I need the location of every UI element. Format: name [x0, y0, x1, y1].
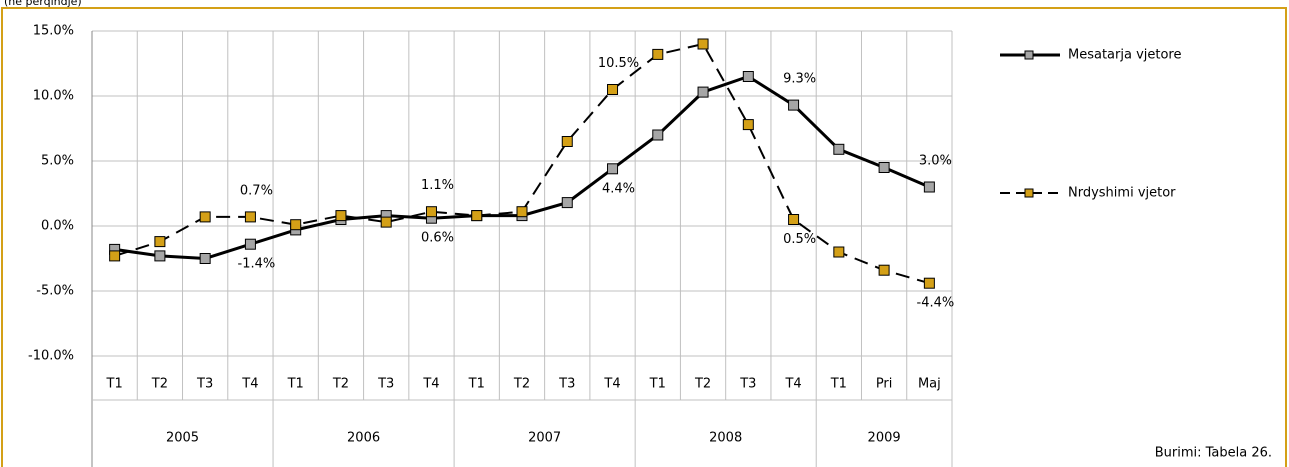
x-tick-label: T1: [649, 377, 666, 392]
data-point: [244, 238, 256, 250]
x-tick-label: T3: [739, 377, 756, 392]
x-tick-label: T1: [468, 377, 485, 392]
data-point: [788, 99, 800, 111]
group-label: 2005: [166, 431, 199, 446]
x-tick-label: T3: [196, 377, 213, 392]
x-tick-label: T2: [694, 377, 711, 392]
x-tick-label: T4: [784, 377, 801, 392]
data-point: [244, 211, 256, 223]
y-tick-label: -10.0%: [28, 349, 74, 364]
data-point: [878, 264, 890, 276]
x-tick-label: T2: [332, 377, 349, 392]
data-label: 10.5%: [598, 56, 639, 71]
x-tick-label: T2: [513, 377, 530, 392]
x-tick-label: T2: [151, 377, 168, 392]
data-point: [335, 210, 347, 222]
legend-marker: [1024, 50, 1034, 60]
data-point: [607, 163, 619, 175]
data-point: [561, 136, 573, 147]
x-tick-label: T4: [603, 377, 620, 392]
data-point: [652, 129, 664, 141]
data-point: [154, 250, 166, 262]
x-tick-label: Maj: [918, 377, 941, 392]
source-note: Burimi: Tabela 26.: [1155, 446, 1272, 461]
y-tick-label: 0.0%: [41, 219, 74, 234]
data-point: [652, 48, 664, 60]
x-tick-label: T1: [287, 377, 304, 392]
data-point: [788, 214, 800, 225]
data-label: 3.0%: [919, 154, 952, 169]
x-tick-label: Pri: [876, 377, 893, 392]
data-point: [923, 277, 935, 289]
legend-label: Mesatarja vjetore: [1068, 48, 1181, 63]
x-tick-label: T3: [558, 377, 575, 392]
data-point: [425, 206, 437, 218]
data-point: [380, 216, 392, 228]
data-point: [697, 86, 709, 98]
data-point: [109, 250, 121, 262]
data-point: [561, 197, 573, 209]
legend-marker: [1024, 188, 1034, 198]
chart-subtitle: (në përqindje): [4, 0, 82, 8]
data-label: 0.7%: [240, 183, 273, 198]
data-label: -4.4%: [917, 296, 955, 311]
data-point: [471, 210, 483, 222]
group-label: 2009: [868, 431, 901, 446]
data-point: [516, 206, 528, 218]
data-label: 4.4%: [602, 181, 635, 196]
y-tick-label: 15.0%: [33, 24, 74, 39]
y-tick-label: 5.0%: [41, 154, 74, 169]
data-point: [923, 181, 935, 193]
data-point: [833, 246, 845, 258]
group-label: 2008: [709, 431, 742, 446]
data-label: 1.1%: [421, 178, 454, 193]
data-label: 0.6%: [421, 231, 454, 246]
data-point: [290, 219, 302, 231]
y-tick-label: -5.0%: [36, 284, 74, 299]
x-tick-label: T1: [106, 377, 123, 392]
x-tick-label: T4: [422, 377, 439, 392]
data-point: [742, 119, 754, 131]
data-point: [742, 71, 754, 82]
x-tick-label: T4: [241, 377, 258, 392]
data-label: -1.4%: [238, 257, 276, 272]
data-label: 9.3%: [783, 72, 816, 87]
data-point: [878, 162, 890, 173]
data-point: [154, 236, 166, 248]
group-label: 2007: [528, 431, 561, 446]
x-tick-label: T1: [830, 377, 847, 392]
data-point: [697, 38, 709, 50]
data-label: 0.5%: [783, 232, 816, 247]
data-point: [607, 84, 619, 95]
y-tick-label: 10.0%: [33, 89, 74, 104]
legend-label: Nrdyshimi vjetor: [1068, 186, 1176, 201]
x-tick-label: T3: [377, 377, 394, 392]
data-point: [833, 143, 845, 155]
data-point: [199, 211, 211, 223]
chart-frame: [1, 7, 1287, 467]
data-point: [199, 253, 211, 264]
group-label: 2006: [347, 431, 380, 446]
